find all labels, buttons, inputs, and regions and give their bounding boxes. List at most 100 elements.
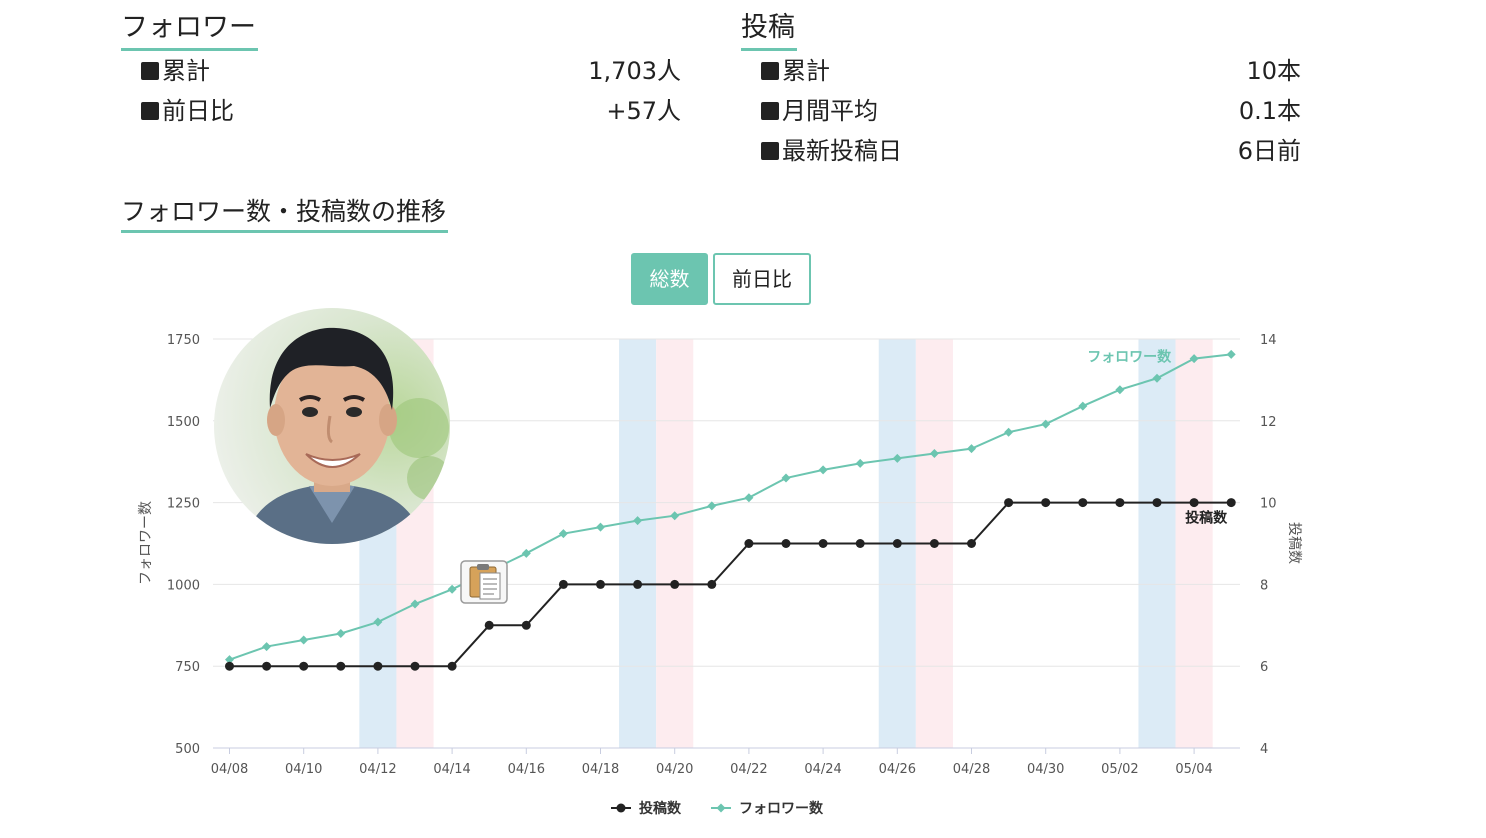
posts-title: 投稿 — [741, 8, 797, 51]
x-tick-label: 04/20 — [656, 762, 693, 777]
x-tick-label: 04/22 — [730, 762, 767, 777]
data-point-followers — [929, 449, 939, 459]
weekend-band-saturday — [1138, 339, 1176, 748]
legend-marker-posts — [616, 803, 626, 813]
y-left-tick-label: 750 — [175, 660, 200, 675]
posts-total-value: 10本 — [1246, 57, 1301, 85]
data-point-followers — [744, 493, 754, 503]
followers-total-value: 1,703人 — [588, 57, 681, 85]
posts-summary: 投稿 累計 10本 月間平均 0.1本 最新投稿日 6日前 — [741, 8, 1301, 171]
data-point-followers — [299, 635, 309, 645]
data-point-followers — [1226, 349, 1236, 359]
followers-total-row: 累計 1,703人 — [121, 51, 681, 91]
series-line-posts — [229, 501, 1232, 668]
legend-label-posts: 投稿数 — [639, 800, 682, 817]
x-tick-label: 04/30 — [1027, 762, 1064, 777]
legend-marker-followers — [716, 803, 726, 813]
data-point-followers — [818, 465, 828, 475]
data-point-posts — [484, 620, 494, 630]
data-point-posts — [225, 661, 234, 671]
data-point-posts — [670, 579, 680, 589]
followers-diff-row: 前日比 +57人 — [121, 91, 681, 131]
data-point-posts — [1004, 498, 1014, 508]
followers-title: フォロワー — [121, 8, 258, 51]
x-tick-label: 05/04 — [1175, 762, 1212, 777]
total-toggle-button[interactable]: 総数 — [631, 253, 708, 305]
data-point-posts — [855, 539, 865, 548]
data-point-followers — [670, 511, 680, 521]
followers-summary: フォロワー 累計 1,703人 前日比 +57人 — [121, 8, 681, 131]
posts-total-row: 累計 10本 — [741, 51, 1301, 91]
followers-diff-label: 前日比 — [141, 91, 234, 131]
data-point-posts — [1041, 498, 1051, 508]
data-point-posts — [1189, 498, 1199, 508]
series-end-label-posts: 投稿数 — [1185, 510, 1228, 527]
data-point-followers — [855, 458, 865, 468]
data-point-posts — [299, 661, 309, 671]
data-point-followers — [262, 642, 272, 652]
data-point-followers — [1078, 401, 1088, 411]
data-point-posts — [781, 539, 791, 548]
y-right-tick-label: 10 — [1260, 497, 1277, 512]
data-point-posts — [558, 579, 568, 589]
y-left-tick-label: 1250 — [167, 497, 200, 512]
x-tick-label: 04/18 — [582, 762, 619, 777]
data-point-posts — [1152, 498, 1162, 508]
x-tick-label: 04/08 — [211, 762, 248, 777]
posts-monthly-label: 月間平均 — [761, 91, 878, 131]
data-point-posts — [1078, 498, 1088, 508]
posts-latest-label: 最新投稿日 — [761, 131, 902, 171]
data-point-followers — [892, 453, 902, 463]
data-point-posts — [410, 661, 420, 671]
avatar — [214, 308, 450, 544]
y-right-axis-label: 投稿数 — [1286, 522, 1302, 564]
clipboard-icon[interactable] — [460, 560, 508, 604]
data-point-posts — [373, 661, 383, 671]
data-point-followers — [596, 522, 605, 532]
data-point-followers — [410, 599, 420, 609]
posts-total-label: 累計 — [761, 51, 830, 91]
data-point-followers — [225, 655, 234, 665]
data-point-posts — [1226, 498, 1236, 508]
data-point-followers — [447, 584, 457, 594]
series-end-label-followers: フォロワー数 — [1087, 348, 1172, 365]
x-tick-label: 04/12 — [359, 762, 396, 777]
y-left-tick-label: 1000 — [167, 578, 200, 593]
y-right-tick-label: 12 — [1260, 415, 1277, 430]
data-point-posts — [336, 661, 346, 671]
weekend-band-sunday — [1175, 339, 1213, 748]
data-point-posts — [967, 539, 976, 548]
data-point-followers — [1152, 373, 1162, 383]
y-right-tick-label: 4 — [1260, 742, 1268, 757]
data-point-followers — [1115, 385, 1125, 395]
y-right-tick-label: 14 — [1260, 333, 1277, 348]
posts-monthly-value: 0.1本 — [1238, 97, 1301, 125]
posts-latest-row: 最新投稿日 6日前 — [741, 131, 1301, 171]
data-point-followers — [558, 529, 568, 539]
data-point-posts — [262, 661, 272, 671]
data-point-posts — [707, 579, 717, 589]
x-tick-label: 04/10 — [285, 762, 322, 777]
data-point-followers — [967, 444, 976, 454]
data-point-followers — [781, 473, 791, 483]
x-tick-label: 04/28 — [953, 762, 990, 777]
posts-monthly-row: 月間平均 0.1本 — [741, 91, 1301, 131]
data-point-followers — [1041, 419, 1051, 429]
data-point-posts — [521, 620, 531, 630]
legend-label-followers: フォロワー数 — [739, 800, 824, 817]
x-tick-label: 04/26 — [879, 762, 916, 777]
axes: 500 750 1000 1250 1500 1750 4 6 8 10 12 14 04/08 04/1… — [167, 333, 1277, 777]
trend-section-title: フォロワー数・投稿数の推移 — [121, 194, 449, 233]
weekend-band-sunday — [656, 339, 694, 748]
y-left-axis-label: フォロワー数 — [138, 501, 154, 585]
data-point-posts — [744, 539, 754, 548]
posts-latest-value: 6日前 — [1237, 137, 1301, 165]
x-tick-label: 05/02 — [1101, 762, 1138, 777]
x-tick-label: 04/14 — [433, 762, 470, 777]
data-point-followers — [707, 501, 717, 511]
weekend-band-saturday — [619, 339, 657, 748]
y-left-tick-label: 500 — [175, 742, 200, 757]
data-point-followers — [521, 548, 531, 558]
daily-diff-toggle-button[interactable]: 前日比 — [713, 253, 811, 305]
followers-total-label: 累計 — [141, 51, 210, 91]
